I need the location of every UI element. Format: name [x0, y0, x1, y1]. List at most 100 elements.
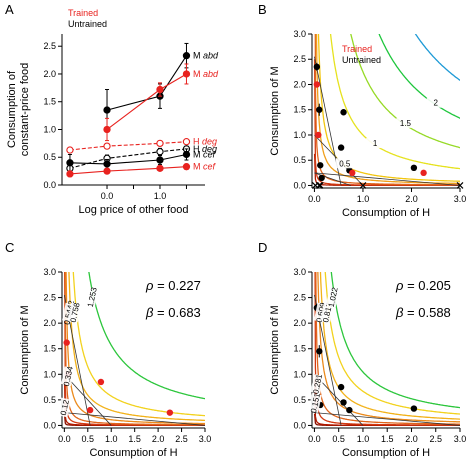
curve-label-bg: [396, 117, 415, 128]
cross-marker: [315, 182, 323, 189]
panel-D: D 0.0 0.5 1.0 1.5 2.0 2.5 3.0 0.0 0.5 1.0 1.5 2.0 2.5…: [258, 240, 467, 459]
curve-label: 2: [434, 99, 439, 108]
series-line: [69, 166, 187, 175]
x-tick-label: 1.5: [381, 434, 394, 444]
y-axis-label: Consumption of: [6, 70, 18, 148]
indifference-curve: [315, 34, 460, 185]
y-tick-label: 0.5: [293, 155, 306, 165]
y-tick-label: 1.0: [293, 369, 306, 379]
data-point: [63, 339, 70, 346]
data-point: [313, 63, 321, 71]
data-point: [410, 164, 418, 172]
y-tick-label: 1.0: [43, 369, 56, 379]
indifference-curve: [64, 272, 205, 426]
y-tick-label: 2.0: [43, 69, 56, 79]
y-tick-label: 3.0: [293, 29, 306, 39]
indifference-curves: [313, 34, 460, 187]
y-axis-label: Consumption of M: [269, 305, 281, 394]
curve-label: 0.758: [69, 301, 82, 323]
y-axis-label: Consumption of M: [269, 66, 281, 155]
series-line: [69, 141, 187, 151]
series-label: M cef: [193, 149, 217, 159]
y-tick-label: 1.0: [43, 124, 56, 134]
y-tick-label: 1.5: [293, 105, 306, 115]
indifference-curve: [414, 34, 460, 82]
y-tick-label: 1.0: [293, 130, 306, 140]
x-tick-label: 3.0: [454, 434, 467, 444]
curve-label-bg: [320, 302, 334, 323]
curve-label: 0.12: [59, 398, 71, 416]
y-tick-label: 3.0: [43, 267, 56, 277]
x-tick-label: 3.0: [454, 194, 467, 204]
data-point: [313, 81, 321, 88]
series-line: [106, 55, 187, 111]
curve-label-bg: [67, 302, 82, 323]
cross-marker: [456, 182, 464, 189]
data-point: [316, 348, 323, 355]
data-point: [103, 125, 111, 134]
y-tick-label: 2.0: [293, 318, 306, 328]
y-tick-label: 2.0: [43, 318, 56, 328]
curve-label: 1: [373, 139, 378, 148]
y-tick-label: 3.0: [293, 267, 306, 277]
series-line: [69, 153, 187, 165]
y-axis-label: constant-price food: [19, 63, 31, 157]
y-tick-label: 1.5: [293, 344, 306, 354]
indifference-curve: [350, 34, 460, 149]
data-point: [317, 162, 324, 169]
y-tick-label: 0.0: [293, 180, 306, 190]
data-point: [166, 409, 174, 416]
x-tick-label: 2.5: [429, 434, 442, 444]
y-tick-label: 0.0: [43, 420, 56, 430]
cross-marker: [359, 182, 367, 189]
curve-label-bg: [310, 374, 324, 394]
y-tick-label: 0.0: [43, 180, 56, 190]
x-tick-label: 1.5: [128, 434, 141, 444]
data-point: [156, 139, 164, 148]
y-tick-label: 2.5: [43, 41, 56, 51]
x-tick-label: 2.0: [405, 194, 418, 204]
curve-label: 0.281: [311, 373, 324, 395]
x-axis-label: Log price of other food: [78, 204, 188, 216]
curve-label: 0.817: [321, 301, 334, 323]
curve-label-bg: [61, 366, 75, 387]
y-tick-label: 0.5: [43, 395, 56, 405]
x-tick-label: 2.0: [152, 434, 165, 444]
y-tick-label: 2.5: [293, 293, 306, 303]
x-tick-label: 2.5: [175, 434, 188, 444]
data-point: [66, 170, 74, 178]
data-point: [182, 150, 191, 159]
curve-label: 0.5: [339, 159, 351, 168]
data-point: [340, 109, 347, 116]
indifference-curve: [68, 272, 205, 422]
y-tick-label: 0.5: [293, 395, 306, 405]
indifference-curve: [63, 379, 205, 427]
panel-letter: C: [5, 240, 14, 255]
curve-label-bg: [366, 138, 385, 149]
curve-label-bg: [85, 287, 99, 308]
data-point: [346, 406, 353, 414]
curve-label: 1.5: [400, 119, 412, 128]
data-point: [182, 70, 191, 78]
indifference-curve: [88, 272, 205, 400]
data-point: [410, 405, 418, 412]
data-point: [156, 85, 164, 94]
data-point: [337, 383, 345, 391]
data-point: [103, 142, 111, 150]
x-tick-label: 3.0: [199, 434, 212, 444]
curve-label-bg: [325, 287, 340, 308]
x-axis-label: Consumption of H: [89, 447, 177, 459]
curve-label: 0.334: [62, 365, 75, 387]
legend-entry: Trained: [342, 44, 372, 54]
data-point: [103, 167, 111, 175]
series-line: [106, 73, 187, 130]
x-tick-label: 1.0: [357, 434, 370, 444]
x-axis-label: Consumption of H: [342, 447, 430, 459]
x-tick-label: 2.0: [405, 434, 418, 444]
fit-parameter: ρ = 0.227: [145, 278, 201, 293]
data-point: [420, 169, 427, 177]
x-axis-label: Consumption of H: [342, 207, 430, 219]
x-tick-label: 0.0: [308, 194, 321, 204]
indifference-curve: [317, 272, 460, 423]
